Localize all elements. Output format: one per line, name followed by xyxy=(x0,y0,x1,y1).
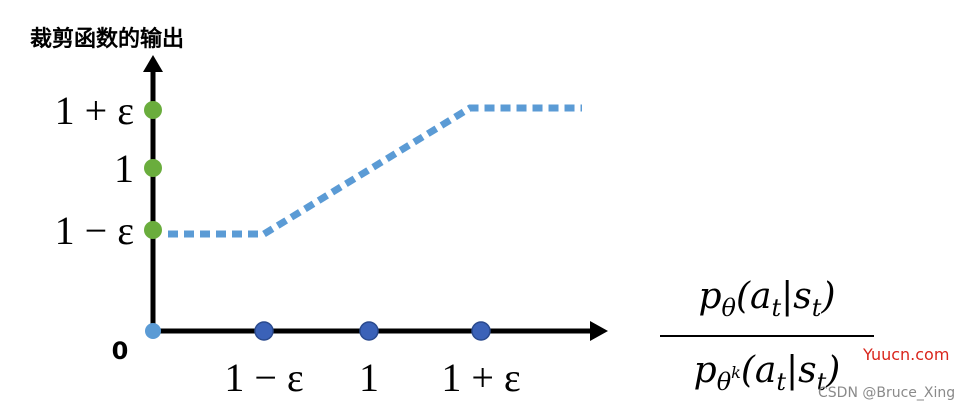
math-sub: t xyxy=(772,294,782,322)
watermark: Yuucn.com xyxy=(862,345,949,364)
watermark: CSDN @Bruce_Xing xyxy=(818,385,955,401)
y-point xyxy=(144,101,162,119)
math-sub: θ xyxy=(722,294,737,322)
ratio-denominator: pθk(at|st) xyxy=(694,350,841,396)
x-label: 1 + ε xyxy=(441,355,520,400)
title: 裁剪函数的输出 xyxy=(30,26,184,52)
y-label: 1 + ε xyxy=(55,88,134,133)
y-point xyxy=(144,221,162,239)
x-label: 1 xyxy=(359,355,379,400)
origin-point xyxy=(145,323,161,339)
x-label: 1 − ε xyxy=(224,355,303,400)
x-point xyxy=(471,321,491,341)
math-sub: t xyxy=(776,368,786,396)
math-sub: t xyxy=(812,294,822,322)
math-sup: k xyxy=(731,363,741,382)
origin-label: 0 xyxy=(112,337,129,365)
x-point xyxy=(359,321,379,341)
math-part: (a xyxy=(736,276,772,317)
y-arrow xyxy=(143,55,163,72)
y-label: 1 − ε xyxy=(55,208,134,253)
math-sub: t xyxy=(817,368,827,396)
math-part: p xyxy=(694,350,717,391)
math-part: (a xyxy=(741,350,777,391)
y-point xyxy=(144,159,162,177)
clip-curve xyxy=(168,104,582,238)
x-arrow xyxy=(590,321,608,341)
math-part: ) xyxy=(825,350,840,391)
math-part: |s xyxy=(781,276,812,317)
math-part: p xyxy=(699,276,722,317)
math-part: |s xyxy=(786,350,817,391)
y-label: 1 xyxy=(114,146,134,191)
math-sub: θ xyxy=(717,368,732,396)
ratio-numerator: pθ(at|st) xyxy=(699,276,836,322)
math-part: ) xyxy=(820,276,835,317)
x-point xyxy=(254,321,274,341)
